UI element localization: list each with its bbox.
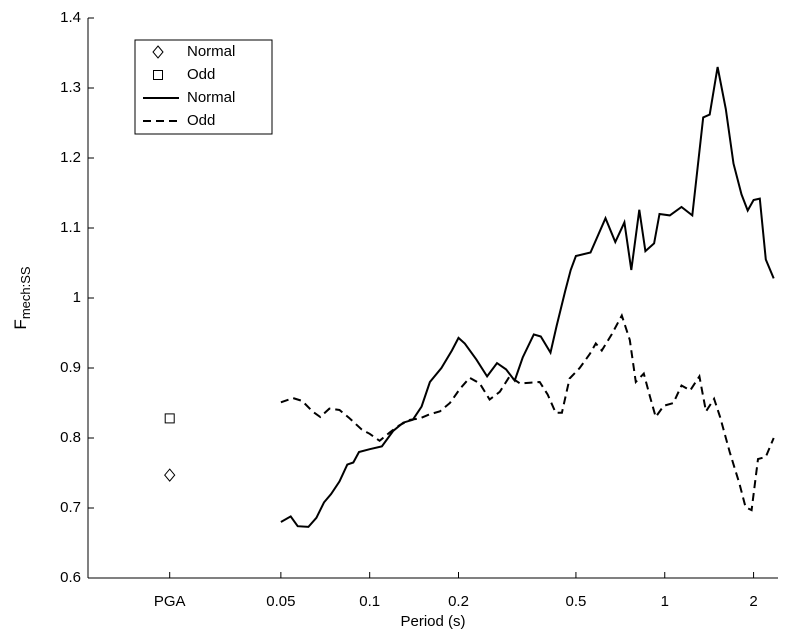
x-tick-label: 0.05 (266, 593, 295, 610)
y-axis-label: Fmech:SS (11, 266, 33, 329)
legend-label: Odd (187, 112, 215, 129)
y-tick-label: 1.3 (60, 79, 81, 96)
y-tick-label: 0.8 (60, 429, 81, 446)
y-tick-label: 0.7 (60, 499, 81, 516)
y-label-main: F (11, 319, 30, 329)
x-tick-label: 2 (749, 593, 757, 610)
x-tick-label: 0.1 (359, 593, 380, 610)
x-tick-label: 0.5 (565, 593, 586, 610)
square-marker (164, 413, 175, 424)
y-tick-label: 1 (73, 289, 81, 306)
square-marker (153, 70, 163, 80)
line-series (280, 66, 775, 528)
legend-label: Odd (187, 66, 215, 83)
y-tick-label: 1.2 (60, 149, 81, 166)
diamond-marker (164, 468, 176, 482)
legend-label: Normal (187, 43, 235, 60)
legend-box (134, 39, 273, 135)
x-tick-label: 0.2 (448, 593, 469, 610)
x-tick-label: 1 (661, 593, 669, 610)
y-tick-label: 1.4 (60, 9, 81, 26)
diamond-marker (152, 45, 164, 59)
y-tick-label: 0.9 (60, 359, 81, 376)
line-series (280, 312, 775, 512)
x-tick-label: PGA (154, 593, 186, 610)
x-axis-label: Period (s) (400, 613, 465, 630)
y-label-sub: mech:SS (18, 266, 33, 319)
y-tick-label: 1.1 (60, 219, 81, 236)
y-tick-label: 0.6 (60, 569, 81, 586)
legend-label: Normal (187, 89, 235, 106)
